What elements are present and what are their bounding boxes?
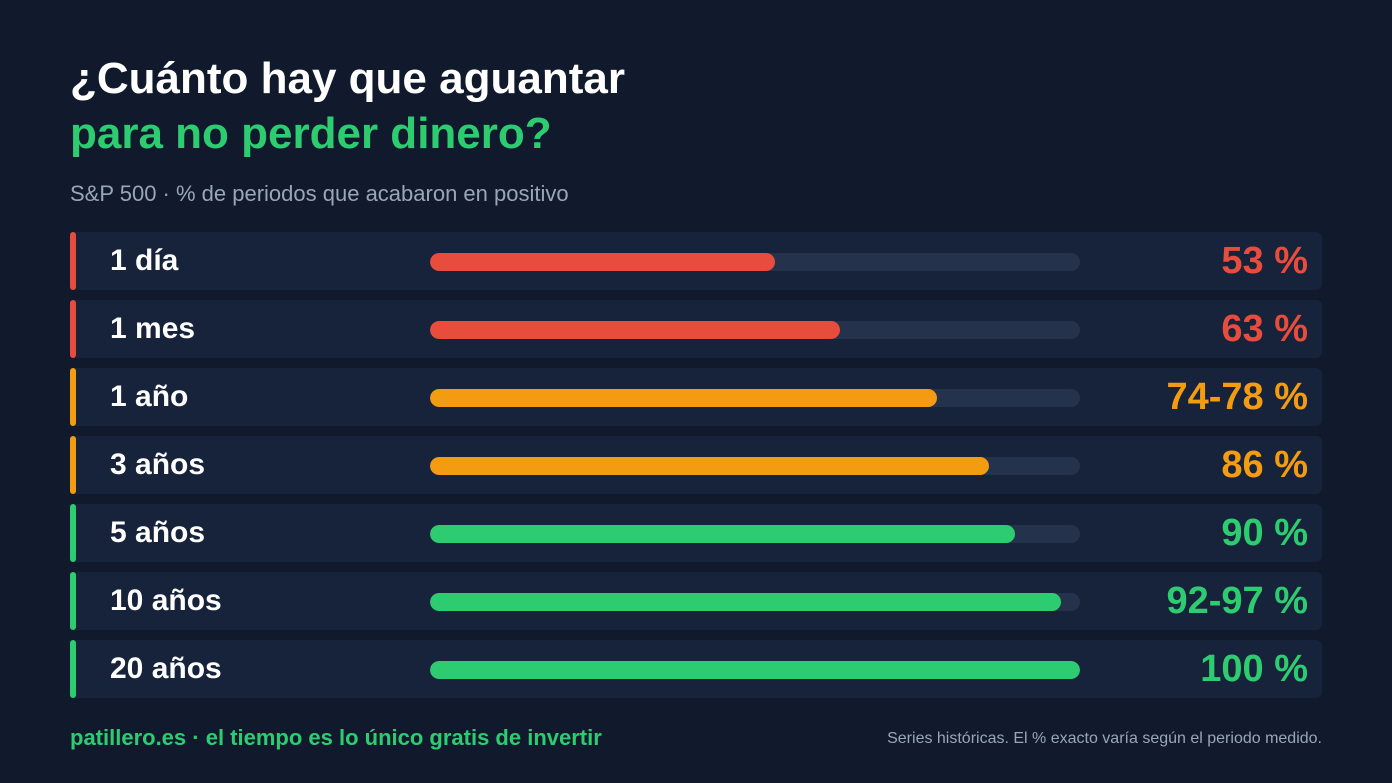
bar-track (430, 525, 1080, 543)
value-label: 63 % (1221, 308, 1308, 350)
category-label: 1 día (110, 244, 179, 277)
bar (430, 321, 840, 339)
value-label: 90 % (1221, 512, 1308, 554)
bar-track (430, 389, 1080, 407)
bar-track (430, 253, 1080, 271)
row-accent-marker (70, 572, 76, 630)
category-label: 20 años (110, 652, 222, 685)
bar (430, 661, 1080, 679)
bar-track (430, 661, 1080, 679)
category-label: 1 año (110, 380, 189, 413)
bar (430, 593, 1061, 611)
category-label: 5 años (110, 516, 206, 549)
bar-track (430, 593, 1080, 611)
chart-title-line-2: para no perder dinero? (70, 109, 552, 158)
bar-row: 20 años 100 % (70, 640, 1322, 698)
bar-row: 5 años 90 % (70, 504, 1322, 562)
bar-row: 1 día 53 % (70, 232, 1322, 290)
category-label: 3 años (110, 448, 206, 481)
bar (430, 525, 1015, 543)
footer-note: Series históricas. El % exacto varía seg… (887, 730, 1322, 747)
bar-track (430, 457, 1080, 475)
chart-title-line-1: ¿Cuánto hay que aguantar (70, 54, 625, 103)
bar-row: 1 mes 63 % (70, 300, 1322, 358)
bar-row: 1 año 74-78 % (70, 368, 1322, 426)
bar-track (430, 321, 1080, 339)
value-label: 53 % (1221, 240, 1308, 282)
row-accent-marker (70, 436, 76, 494)
category-label: 10 años (110, 584, 222, 617)
chart-subtitle: S&P 500 · % de periodos que acabaron en … (70, 181, 569, 206)
bar-row: 3 años 86 % (70, 436, 1322, 494)
value-label: 74-78 % (1166, 376, 1308, 418)
bar (430, 253, 775, 271)
bar-chart: 1 día 53 % 1 mes 63 % 1 año 74-78 % 3 años 86 %… (70, 232, 1322, 708)
bar (430, 389, 937, 407)
row-accent-marker (70, 504, 76, 562)
value-label: 86 % (1221, 444, 1308, 486)
row-accent-marker (70, 640, 76, 698)
category-label: 1 mes (110, 312, 196, 345)
row-accent-marker (70, 368, 76, 426)
bar (430, 457, 989, 475)
value-label: 92-97 % (1166, 580, 1308, 622)
value-label: 100 % (1200, 648, 1308, 690)
bar-row: 10 años 92-97 % (70, 572, 1322, 630)
row-accent-marker (70, 300, 76, 358)
footer-brand: patillero.es · el tiempo es lo único gra… (70, 725, 602, 750)
row-accent-marker (70, 232, 76, 290)
